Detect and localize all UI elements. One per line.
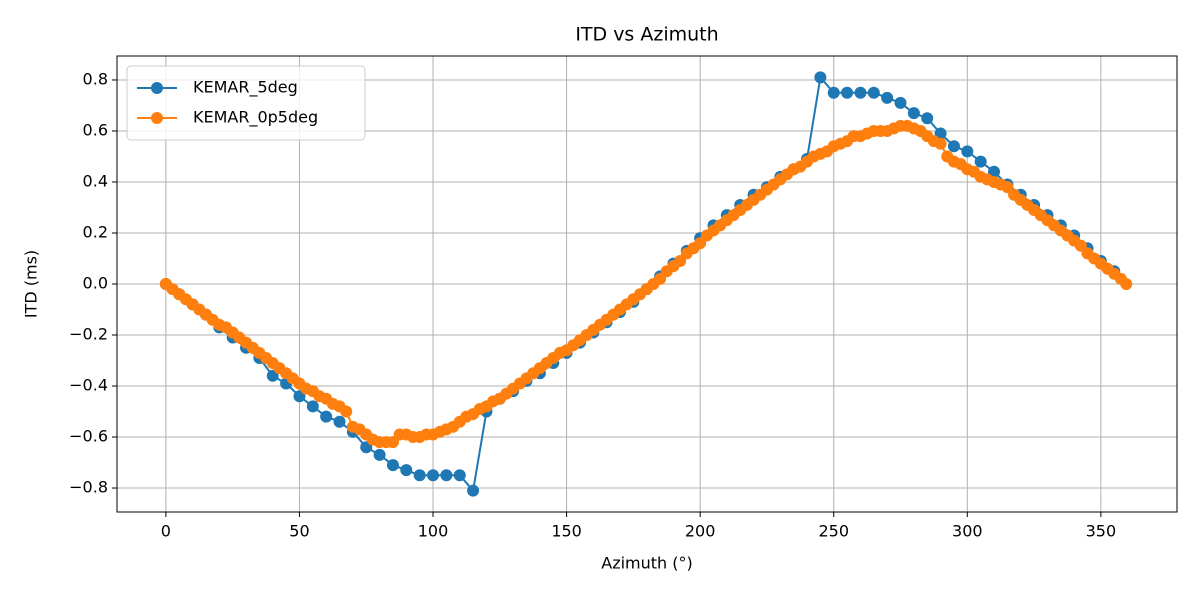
marker: [961, 145, 974, 158]
marker: [974, 155, 987, 168]
marker: [814, 71, 827, 84]
legend: KEMAR_5deg KEMAR_0p5deg: [126, 65, 366, 141]
marker: [934, 137, 947, 150]
marker: [921, 112, 934, 125]
x-tick-label: 50: [289, 522, 309, 541]
x-axis-label: Azimuth (°): [601, 554, 693, 573]
y-tick-label: 0.6: [83, 120, 108, 139]
marker: [320, 410, 333, 423]
x-tick-label: 150: [551, 522, 582, 541]
x-tick-label: 200: [685, 522, 716, 541]
marker: [854, 86, 867, 99]
marker: [947, 140, 960, 153]
x-tick-label: 300: [952, 522, 983, 541]
y-tick-label: −0.6: [69, 427, 108, 446]
marker: [373, 448, 386, 461]
y-tick-label: 0.8: [83, 69, 108, 88]
marker: [386, 459, 399, 472]
legend-marker: [151, 112, 163, 124]
marker: [881, 91, 894, 104]
marker: [340, 405, 353, 418]
marker: [1120, 278, 1133, 290]
y-tick-label: −0.8: [69, 478, 108, 497]
marker: [333, 415, 346, 428]
x-tick-label: 250: [818, 522, 849, 541]
marker: [841, 86, 854, 99]
y-tick-label: 0.0: [83, 274, 108, 293]
marker: [427, 469, 440, 482]
marker: [453, 469, 466, 482]
marker: [907, 107, 920, 120]
marker: [827, 86, 840, 99]
marker: [867, 86, 880, 99]
y-tick-label: 0.4: [83, 171, 108, 190]
marker: [400, 464, 413, 477]
chart-title: ITD vs Azimuth: [575, 24, 718, 46]
marker: [306, 400, 319, 413]
marker: [440, 469, 453, 482]
y-axis-label: ITD (ms): [22, 250, 41, 318]
legend-label: KEMAR_5deg: [193, 78, 298, 98]
legend-marker: [151, 82, 163, 94]
x-tick-label: 350: [1086, 522, 1117, 541]
legend-box: [126, 65, 366, 141]
marker: [894, 96, 907, 109]
plot-frame: [116, 55, 1178, 513]
x-tick-label: 0: [161, 522, 171, 541]
marker: [413, 469, 426, 482]
legend-label: KEMAR_0p5deg: [193, 108, 318, 128]
marker: [467, 484, 480, 497]
y-tick-label: −0.2: [69, 325, 108, 344]
x-tick-label: 100: [418, 522, 449, 541]
y-tick-label: −0.4: [69, 376, 108, 395]
y-tick-label: 0.2: [83, 222, 108, 241]
